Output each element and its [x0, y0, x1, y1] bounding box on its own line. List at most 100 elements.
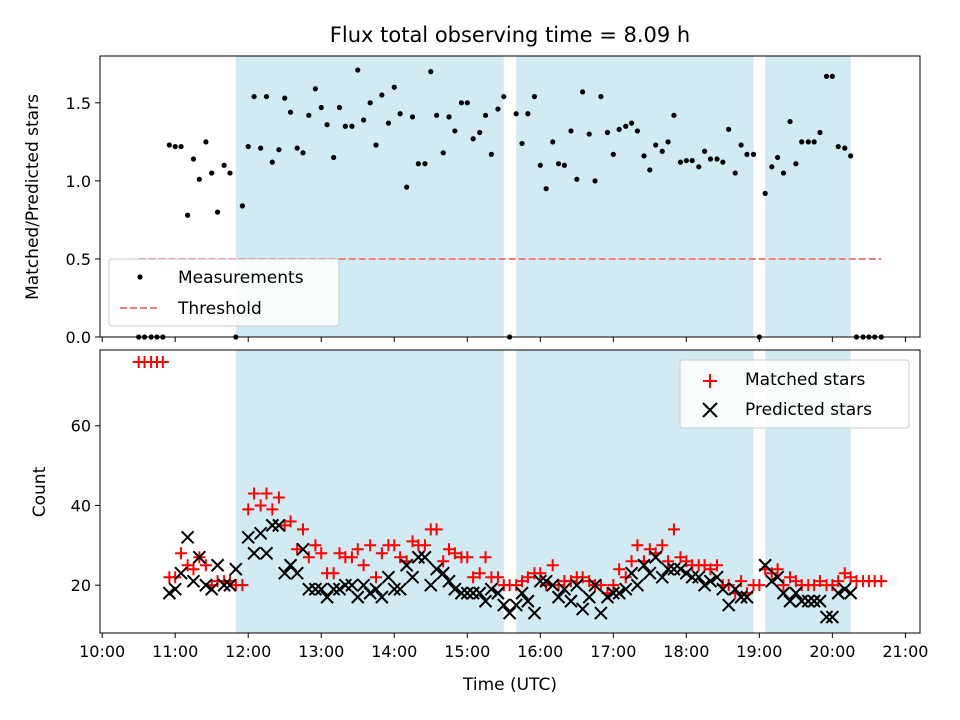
measurement-point	[707, 156, 714, 162]
predicted-star-point	[838, 582, 852, 596]
measurement-point	[470, 136, 476, 142]
top-legend-box	[108, 258, 340, 327]
predicted-star-point	[564, 594, 578, 608]
matched-star-point	[254, 499, 267, 512]
predicted-star-point	[429, 562, 444, 576]
predicted-star-point	[624, 566, 639, 580]
matched-star-point	[364, 539, 377, 552]
predicted-star-point	[363, 586, 377, 600]
predicted-star-point	[570, 578, 584, 592]
predicted-star-point	[210, 558, 225, 572]
measurement-point	[616, 126, 622, 132]
measurement-point	[604, 129, 611, 136]
measurement-point	[409, 114, 416, 120]
predicted-star-point	[594, 606, 608, 620]
measurement-point	[190, 156, 197, 162]
measurement-point	[495, 106, 501, 112]
matched-star-point	[187, 563, 200, 576]
measurement-point	[744, 151, 750, 157]
predicted-star-point	[351, 590, 365, 604]
predicted-star-point	[612, 586, 626, 600]
measurement-point	[203, 139, 209, 145]
predicted-star-point	[217, 578, 231, 592]
measurement-point	[464, 100, 470, 106]
predicted-star-point	[521, 594, 535, 608]
matched-star-point	[266, 503, 279, 516]
predicted-star-point	[229, 562, 243, 576]
predicted-star-point	[460, 586, 474, 600]
measurement-point	[513, 111, 519, 117]
measurement-point	[793, 161, 799, 167]
matched-star-point	[394, 551, 407, 564]
predicted-star-point	[655, 570, 669, 584]
predicted-star-point	[831, 586, 845, 600]
matched-star-point	[473, 567, 486, 580]
measurements-legend-marker	[137, 274, 143, 280]
measurement-point	[519, 140, 525, 147]
matched-star-point	[613, 563, 626, 576]
predicted-star-point	[168, 582, 182, 596]
predicted-star-point	[259, 546, 274, 560]
legend-label-threshold: Threshold	[177, 299, 262, 319]
predicted-star-point	[673, 562, 688, 576]
predicted-star-point	[710, 570, 724, 584]
predicted-star-point	[807, 594, 821, 608]
measurement-point	[360, 117, 367, 123]
predicted-star-point	[643, 566, 657, 580]
matched-star-point	[461, 551, 474, 564]
matched-star-point	[357, 559, 370, 572]
x-tick-label: 16:00	[517, 642, 563, 661]
predicted-star-point	[272, 518, 286, 533]
predicted-star-point	[765, 574, 779, 588]
matched-star-point	[437, 555, 450, 568]
x-tick-label: 21:00	[882, 642, 928, 661]
x-tick-label: 14:00	[371, 642, 417, 661]
measurement-point	[263, 93, 270, 100]
x-tick-label: 11:00	[152, 642, 198, 661]
measurement-point	[367, 100, 373, 106]
matched-star-point	[467, 571, 480, 584]
measurement-point	[282, 95, 288, 101]
predicted-star-point	[448, 582, 462, 596]
predicted-star-point	[241, 530, 255, 545]
matched-star-point	[813, 575, 826, 588]
measurement-point	[720, 159, 726, 165]
predicted-star-point	[442, 574, 456, 588]
measurement-point	[477, 129, 483, 136]
predicted-star-point	[302, 582, 316, 596]
predicted-star-point	[399, 558, 414, 572]
measurement-point	[537, 162, 543, 168]
predicted-star-point	[557, 582, 572, 596]
bottom-legend-box	[679, 359, 910, 429]
measurement-point	[689, 157, 695, 164]
predicted-star-point	[424, 578, 438, 592]
count-markers	[132, 355, 888, 624]
measurement-point	[653, 142, 659, 148]
matched-star-point	[156, 355, 169, 368]
predicted-star-point	[637, 558, 651, 572]
measurement-point	[574, 176, 580, 182]
predicted-star-point	[387, 582, 401, 596]
measurement-point	[185, 212, 191, 218]
measurement-point	[251, 93, 257, 100]
matched-star-point	[327, 567, 340, 580]
predicted-star-point	[825, 610, 840, 624]
measurement-point	[659, 148, 665, 154]
predicted-star-point	[478, 594, 493, 608]
measurement-point	[276, 147, 282, 153]
matched-star-point	[534, 567, 547, 580]
top-y-tick-label: 0.0	[66, 328, 91, 347]
matched-star-point	[169, 571, 182, 584]
measurement-point	[823, 73, 830, 79]
measurement-point	[780, 170, 787, 176]
predicted-star-point	[375, 590, 389, 604]
matched-star-point	[667, 523, 680, 536]
measurement-point	[245, 143, 251, 150]
predicted-star-point	[546, 578, 560, 592]
matched-star-point	[448, 547, 461, 560]
measurement-point	[258, 145, 264, 151]
measurement-point	[488, 151, 494, 157]
measurement-point	[452, 128, 458, 134]
matched-legend-marker	[703, 374, 717, 388]
